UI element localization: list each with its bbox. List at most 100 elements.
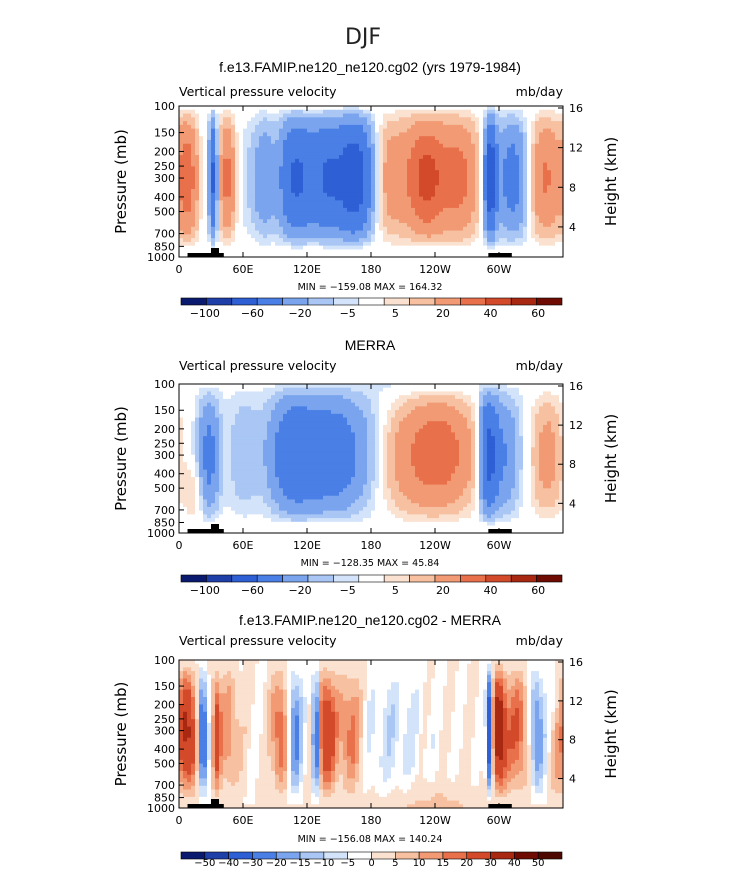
heatmap-cell <box>423 238 428 243</box>
heatmap-cell <box>539 204 544 209</box>
heatmap-cell <box>507 147 512 152</box>
heatmap-cell <box>375 132 380 137</box>
heatmap-cell <box>459 391 464 396</box>
heatmap-cell <box>287 177 292 183</box>
heatmap-cell <box>399 211 404 217</box>
heatmap-cell <box>495 387 500 393</box>
heatmap-cell <box>199 204 204 209</box>
heatmap-cell <box>547 132 552 137</box>
heatmap-cell <box>215 147 220 152</box>
heatmap-cell <box>367 245 372 251</box>
heatmap-cell <box>227 189 232 194</box>
heatmap-cell <box>523 128 528 134</box>
heatmap-cell <box>475 155 480 160</box>
heatmap-cell <box>503 384 508 389</box>
heatmap-cell <box>335 166 340 171</box>
heatmap-cell <box>535 387 540 393</box>
heatmap-cell <box>219 226 224 232</box>
heatmap-cell <box>487 121 492 126</box>
heatmap-cell <box>231 245 236 251</box>
heatmap-cell <box>243 162 248 168</box>
heatmap-cell <box>279 113 284 118</box>
heatmap-cell <box>363 230 368 235</box>
heatmap-cell <box>199 177 204 183</box>
heatmap-cell <box>199 155 204 160</box>
heatmap-cell <box>403 219 408 224</box>
heatmap-cell <box>403 417 408 422</box>
heatmap-cell <box>411 185 416 190</box>
heatmap-cell <box>271 192 276 198</box>
heatmap-cell <box>215 196 220 201</box>
heatmap-cell <box>303 147 308 152</box>
colorbar-box <box>282 297 309 306</box>
heatmap-cell <box>311 200 316 205</box>
heatmap-cell <box>343 147 348 152</box>
heatmap-cell <box>455 196 460 201</box>
heatmap-cell <box>199 121 204 126</box>
heatmap-cell <box>411 387 416 393</box>
heatmap-cell <box>195 219 200 224</box>
heatmap-cell <box>431 109 436 115</box>
heatmap-cell <box>487 234 492 239</box>
heatmap-cell <box>403 128 408 134</box>
heatmap-cell <box>531 113 536 118</box>
heatmap-cell <box>211 398 216 404</box>
heatmap-cell <box>507 151 512 156</box>
heatmap-cell <box>419 230 424 235</box>
heatmap-cell <box>315 219 320 224</box>
heatmap-cell <box>519 204 524 209</box>
heatmap-cell <box>315 413 320 419</box>
heatmap-cell <box>503 238 508 243</box>
heatmap-cell <box>215 124 220 130</box>
heatmap-cell <box>267 245 272 251</box>
heatmap-cell <box>271 398 276 404</box>
heatmap-cell <box>535 189 540 194</box>
heatmap-cell <box>507 398 512 404</box>
heatmap-cell <box>279 245 284 251</box>
heatmap-cell <box>443 173 448 179</box>
heatmap-cell <box>311 192 316 198</box>
heatmap-cell <box>451 117 456 122</box>
heatmap-cell <box>287 398 292 404</box>
heatmap-cell <box>331 384 336 389</box>
heatmap-cell <box>515 410 520 415</box>
heatmap-cell <box>183 402 188 407</box>
heatmap-cell <box>275 387 280 393</box>
heatmap-cell <box>339 113 344 118</box>
heatmap-cell <box>487 230 492 235</box>
heatmap-cell <box>531 143 536 149</box>
heatmap-cell <box>455 395 460 400</box>
heatmap-cell <box>299 158 304 164</box>
heatmap-cell <box>411 211 416 217</box>
heatmap-cell <box>375 117 380 122</box>
heatmap-cell <box>407 189 412 194</box>
heatmap-cell <box>239 136 244 141</box>
heatmap-cell <box>307 121 312 126</box>
heatmap-cell <box>267 238 272 243</box>
heatmap-cell <box>511 147 516 152</box>
heatmap-cell <box>427 204 432 209</box>
heatmap-cell <box>383 245 388 251</box>
heatmap-cell <box>491 109 496 115</box>
heatmap-cell <box>323 238 328 243</box>
heatmap-cell <box>179 387 184 393</box>
heatmap-cell <box>303 189 308 194</box>
heatmap-cell <box>419 181 424 186</box>
heatmap-cell <box>195 417 200 422</box>
heatmap-cell <box>311 196 316 201</box>
heatmap-cell <box>531 395 536 400</box>
heatmap-cell <box>255 417 260 422</box>
heatmap-cell <box>387 384 392 389</box>
heatmap-cell <box>251 124 256 130</box>
heatmap-cell <box>411 151 416 156</box>
heatmap-cell <box>363 384 368 389</box>
heatmap-cell <box>199 238 204 243</box>
heatmap-cell <box>551 177 556 183</box>
heatmap-cell <box>307 166 312 171</box>
heatmap-cell <box>179 166 184 171</box>
heatmap-cell <box>507 166 512 171</box>
heatmap-cell <box>327 200 332 205</box>
heatmap-cell <box>339 417 344 422</box>
heatmap-cell <box>451 196 456 201</box>
heatmap-cell <box>443 226 448 232</box>
